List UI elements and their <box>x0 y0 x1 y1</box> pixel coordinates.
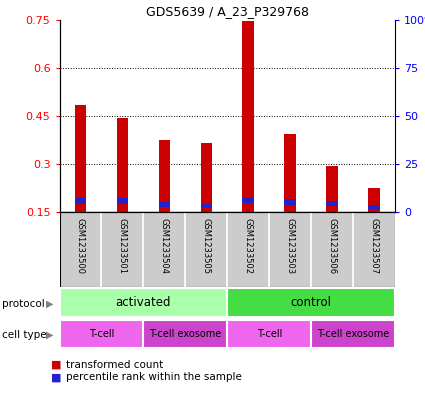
Bar <box>159 202 170 208</box>
Bar <box>60 320 143 348</box>
Text: GSM1233501: GSM1233501 <box>118 218 127 274</box>
Bar <box>243 21 254 212</box>
Text: T-cell exosome: T-cell exosome <box>317 329 389 339</box>
Text: ▶: ▶ <box>46 299 54 309</box>
Text: GSM1233503: GSM1233503 <box>286 218 295 274</box>
Text: GSM1233500: GSM1233500 <box>76 218 85 274</box>
Bar <box>284 199 296 205</box>
Text: transformed count: transformed count <box>66 360 163 370</box>
Text: GSM1233504: GSM1233504 <box>160 218 169 274</box>
Text: ▶: ▶ <box>46 330 54 340</box>
Bar <box>284 134 296 212</box>
Text: activated: activated <box>116 296 171 309</box>
Bar <box>326 166 338 212</box>
Text: T-cell: T-cell <box>257 329 282 339</box>
Text: GSM1233505: GSM1233505 <box>202 218 211 274</box>
Bar <box>311 320 395 348</box>
Text: GSM1233502: GSM1233502 <box>244 218 253 274</box>
Text: GSM1233507: GSM1233507 <box>370 218 379 274</box>
Bar <box>116 198 128 204</box>
Text: ■: ■ <box>51 372 62 382</box>
Bar <box>159 140 170 212</box>
Text: control: control <box>291 296 332 309</box>
Bar <box>75 105 86 212</box>
Bar <box>116 118 128 212</box>
Text: ■: ■ <box>51 360 62 370</box>
Bar <box>60 288 227 317</box>
Bar <box>143 320 227 348</box>
Text: cell type: cell type <box>2 330 47 340</box>
Text: GSM1233506: GSM1233506 <box>328 218 337 274</box>
Bar <box>326 201 338 206</box>
Text: T-cell exosome: T-cell exosome <box>149 329 221 339</box>
Bar <box>368 188 380 212</box>
Bar <box>227 288 395 317</box>
Text: protocol: protocol <box>2 299 45 309</box>
Text: percentile rank within the sample: percentile rank within the sample <box>66 372 242 382</box>
Text: T-cell: T-cell <box>89 329 114 339</box>
Bar <box>201 143 212 212</box>
Bar <box>243 197 254 203</box>
Bar <box>201 204 212 208</box>
Title: GDS5639 / A_23_P329768: GDS5639 / A_23_P329768 <box>146 6 309 18</box>
Bar <box>368 205 380 209</box>
Bar <box>75 198 86 204</box>
Bar <box>227 320 311 348</box>
